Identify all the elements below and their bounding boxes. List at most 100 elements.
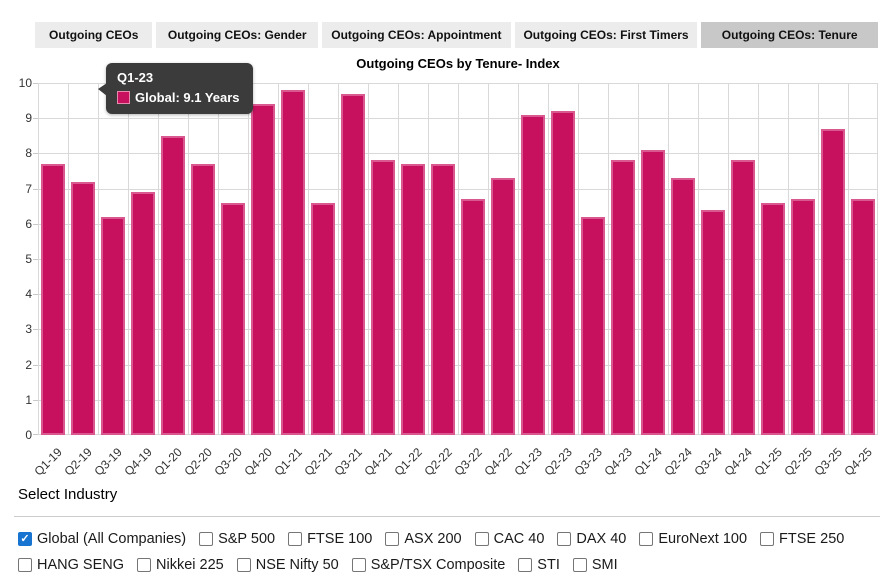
tab-outgoing-ceos-first-timers[interactable]: Outgoing CEOs: First Timers (514, 22, 698, 48)
industry-option-euronext-100[interactable]: EuroNext 100 (639, 531, 747, 547)
y-tick-mark (33, 294, 38, 296)
bar-Q1-25[interactable] (761, 202, 785, 435)
bar-Q4-21[interactable] (371, 160, 395, 435)
bar-Q1-21[interactable] (281, 90, 305, 435)
checkbox-icon[interactable] (557, 532, 572, 546)
industry-option-s-p-tsx-composite[interactable]: S&P/TSX Composite (351, 557, 505, 573)
bar-Q1-20[interactable] (161, 135, 185, 435)
industry-option-label: DAX 40 (576, 531, 627, 547)
y-tick-mark (33, 329, 38, 331)
y-tick-label: 0 (25, 428, 32, 442)
industry-option-asx-200[interactable]: ASX 200 (385, 531, 462, 547)
checkbox-icon[interactable] (639, 532, 654, 546)
gridline (788, 83, 789, 435)
industry-option-sti[interactable]: STI (518, 557, 560, 573)
bar-Q4-25[interactable] (851, 199, 875, 435)
series-swatch-icon (117, 91, 130, 104)
industry-option-nikkei-225[interactable]: Nikkei 225 (137, 557, 224, 573)
bar-Q1-23[interactable] (521, 114, 545, 435)
checkbox-icon[interactable] (518, 558, 533, 572)
bar-Q4-19[interactable] (131, 192, 155, 435)
industry-option-cac-40[interactable]: CAC 40 (474, 531, 545, 547)
checkbox-icon[interactable] (199, 532, 214, 546)
gridline (877, 83, 878, 435)
industry-option-label: Nikkei 225 (156, 557, 224, 573)
bar-Q1-19[interactable] (41, 163, 65, 435)
chart-tooltip: Q1-23 Global: 9.1 Years (98, 63, 253, 114)
y-tick-mark (33, 118, 38, 120)
bar-Q2-25[interactable] (791, 199, 815, 435)
bar-Q1-22[interactable] (401, 163, 425, 435)
gridline (158, 83, 159, 435)
bar-Q4-23[interactable] (611, 160, 635, 435)
industry-option-label: Global (All Companies) (37, 531, 187, 547)
industry-option-ftse-100[interactable]: FTSE 100 (288, 531, 372, 547)
industry-option-smi[interactable]: SMI (572, 557, 618, 573)
checkbox-icon[interactable] (236, 558, 251, 572)
industry-option-global-all-companies[interactable]: ✓ Global (All Companies) (18, 531, 186, 547)
gridline (578, 83, 579, 435)
tooltip-pointer-icon (98, 83, 107, 96)
bar-Q2-21[interactable] (311, 202, 335, 435)
bar-Q3-25[interactable] (821, 128, 845, 435)
gridline (128, 83, 129, 435)
industry-option-label: S&P 500 (218, 531, 276, 547)
checkbox-icon[interactable] (474, 532, 489, 546)
checkbox-icon[interactable] (18, 558, 32, 572)
industry-option-s-p-500[interactable]: S&P 500 (199, 531, 275, 547)
industry-option-label: FTSE 250 (779, 531, 845, 547)
gridline (398, 83, 399, 435)
checkbox-checked-icon[interactable]: ✓ (18, 532, 32, 546)
y-tick-label: 3 (25, 322, 32, 337)
tab-outgoing-ceos-gender[interactable]: Outgoing CEOs: Gender (156, 22, 319, 48)
industry-option-ftse-250[interactable]: FTSE 250 (760, 531, 844, 547)
gridline (728, 83, 729, 435)
gridline (848, 83, 849, 435)
gridline (188, 83, 189, 435)
checkbox-icon[interactable] (385, 532, 400, 546)
bar-Q4-20[interactable] (251, 104, 275, 435)
bar-Q3-24[interactable] (701, 209, 725, 435)
checkbox-icon[interactable] (288, 532, 303, 546)
checkbox-icon[interactable] (572, 558, 587, 572)
bar-Q3-23[interactable] (581, 216, 605, 435)
tooltip-value: Global: 9.1 Years (135, 90, 240, 105)
industry-option-dax-40[interactable]: DAX 40 (557, 531, 626, 547)
bar-Q3-21[interactable] (341, 93, 365, 435)
bar-Q2-20[interactable] (191, 163, 215, 435)
industry-option-label: EuroNext 100 (658, 531, 748, 547)
y-tick-mark (33, 259, 38, 260)
bar-Q3-22[interactable] (461, 199, 485, 435)
gridline (218, 83, 219, 435)
y-tick-mark (33, 223, 38, 225)
bar-Q2-23[interactable] (551, 111, 575, 435)
industry-option-label: STI (537, 557, 560, 573)
gridline (428, 83, 429, 435)
checkbox-icon[interactable] (351, 558, 366, 572)
industry-option-nse-nifty-50[interactable]: NSE Nifty 50 (236, 557, 339, 573)
bar-Q4-22[interactable] (491, 178, 515, 435)
y-tick-mark (33, 83, 38, 84)
y-tick-mark (33, 364, 38, 366)
industry-option-label: FTSE 100 (307, 531, 373, 547)
gridline (668, 83, 669, 435)
tab-outgoing-ceos[interactable]: Outgoing CEOs (35, 22, 153, 48)
bar-Q2-19[interactable] (71, 181, 95, 435)
checkbox-icon[interactable] (760, 532, 775, 546)
gridline (38, 83, 39, 435)
gridline (818, 83, 819, 435)
plot-area (38, 83, 878, 435)
bar-Q3-19[interactable] (101, 216, 125, 435)
industry-option-hang-seng[interactable]: HANG SENG (18, 557, 124, 573)
bar-Q2-22[interactable] (431, 163, 455, 435)
bar-Q4-24[interactable] (731, 160, 755, 435)
bar-Q1-24[interactable] (641, 149, 665, 435)
bar-Q2-24[interactable] (671, 178, 695, 435)
y-tick-mark (33, 434, 38, 435)
gridline (368, 83, 369, 435)
industry-option-label: CAC 40 (493, 531, 545, 547)
tab-outgoing-ceos-appointment[interactable]: Outgoing CEOs: Appointment (322, 22, 511, 48)
bar-Q3-20[interactable] (221, 202, 245, 435)
tab-outgoing-ceos-tenure[interactable]: Outgoing CEOs: Tenure (701, 22, 878, 48)
checkbox-icon[interactable] (137, 558, 152, 572)
